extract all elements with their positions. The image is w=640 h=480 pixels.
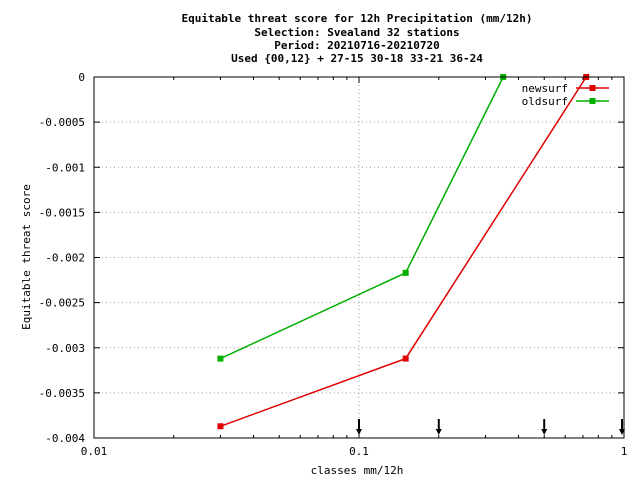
data-point-newsurf — [402, 355, 409, 362]
y-axis-label: Equitable threat score — [20, 184, 33, 330]
y-tick-label: -0.0015 — [39, 206, 85, 219]
title-line-4: Used {00,12} + 27-15 30-18 33-21 36-24 — [231, 52, 483, 65]
series-line-oldsurf — [220, 76, 504, 360]
y-tick-label: -0.003 — [45, 342, 85, 355]
ticks: 0 -0.0005 -0.001 -0.0015 -0.002 -0.0025 -0.003… — [39, 71, 628, 458]
y-tick-label: -0.002 — [45, 252, 85, 265]
threshold-arrowhead — [541, 429, 548, 435]
legend-marker-oldsurf — [589, 98, 596, 104]
x-tick-label: 1 — [621, 445, 628, 458]
x-tick-label: 0.01 — [81, 445, 108, 458]
y-tick-label: -0.001 — [45, 161, 85, 174]
grid — [94, 77, 624, 438]
legend-label-oldsurf: oldsurf — [522, 95, 568, 108]
title-line-2: Selection: Svealand 32 stations — [254, 26, 459, 39]
series-layer — [217, 74, 590, 430]
series-line-newsurf — [220, 76, 587, 427]
y-tick-label: -0.0035 — [39, 387, 85, 400]
x-axis-label: classes mm/12h — [311, 464, 404, 477]
x-tick-label: 0.1 — [349, 445, 369, 458]
threshold-arrowhead — [435, 429, 442, 435]
legend-label-newsurf: newsurf — [522, 82, 568, 95]
legend-marker-newsurf — [589, 85, 596, 91]
data-point-oldsurf — [217, 355, 224, 362]
threshold-arrows — [356, 419, 625, 435]
y-tick-label: -0.0025 — [39, 297, 85, 310]
y-tick-label: -0.004 — [45, 432, 85, 445]
data-point-newsurf — [217, 423, 224, 430]
title-line-1: Equitable threat score for 12h Precipita… — [182, 12, 533, 25]
y-tick-label: -0.0005 — [39, 116, 85, 129]
data-point-oldsurf — [402, 269, 409, 276]
title-line-3: Period: 20210716-20210720 — [274, 39, 440, 52]
chart-title: Equitable threat score for 12h Precipita… — [182, 12, 533, 65]
y-tick-label: 0 — [78, 71, 85, 84]
